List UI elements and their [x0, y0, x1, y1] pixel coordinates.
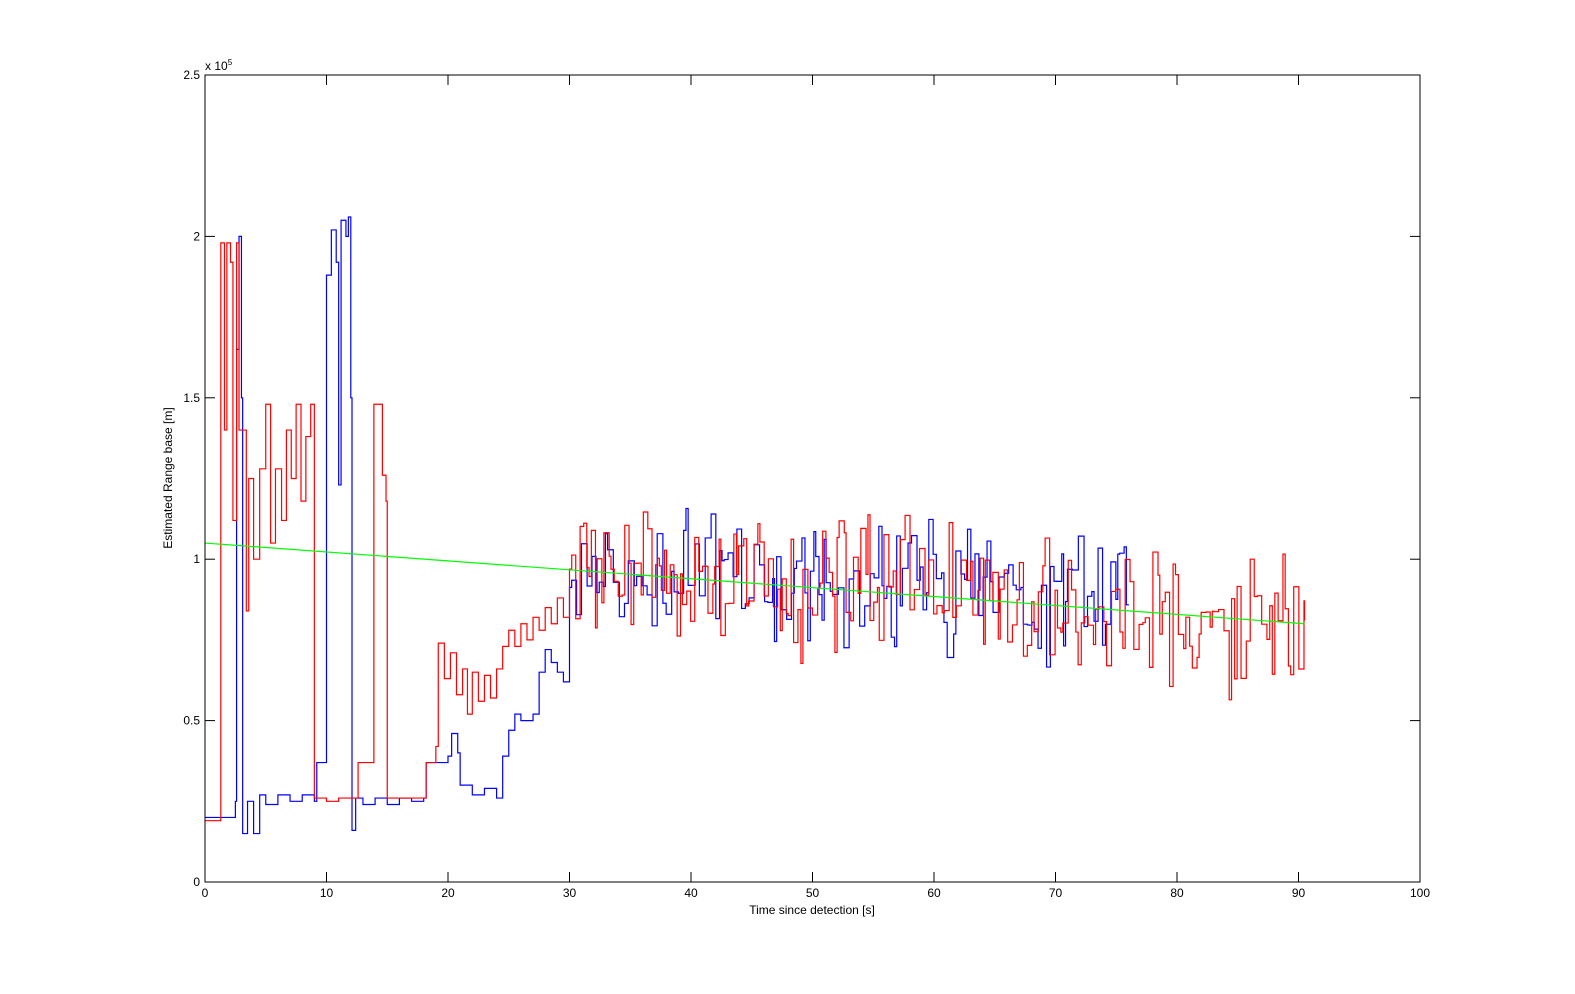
x-tick-label: 20 — [441, 886, 455, 900]
y-exponent-label: x 105 — [205, 58, 233, 73]
y-axis-ticks: 0 0.5 1 1.5 2 2.5 — [183, 68, 1420, 889]
x-tick-label: 50 — [806, 886, 820, 900]
x-tick-label: 10 — [320, 886, 334, 900]
y-tick-label: 1 — [193, 552, 200, 566]
x-tick-label: 0 — [202, 886, 209, 900]
x-tick-label: 100 — [1410, 886, 1430, 900]
y-axis-label: Estimated Range base [m] — [161, 407, 175, 548]
y-tick-label: 0.5 — [183, 714, 200, 728]
series-line-2 — [205, 242, 1306, 822]
x-tick-label: 70 — [1049, 886, 1063, 900]
y-tick-label: 1.5 — [183, 391, 200, 405]
x-axis-ticks: 0 10 20 30 40 50 60 70 80 90 100 — [202, 75, 1430, 900]
plot-background — [205, 75, 1420, 882]
y-tick-label: 0 — [193, 875, 200, 889]
y-exponent-power: 5 — [228, 58, 233, 67]
series-layer — [204, 216, 1306, 835]
y-exponent-base: x 10 — [205, 59, 228, 73]
x-axis-label: Time since detection [s] — [749, 903, 875, 917]
x-tick-label: 30 — [563, 886, 577, 900]
series-line-3 — [204, 542, 1305, 625]
y-tick-label: 2.5 — [183, 68, 200, 82]
series-line-1 — [205, 216, 1129, 835]
x-tick-label: 90 — [1292, 886, 1306, 900]
y-tick-label: 2 — [193, 229, 200, 243]
x-tick-label: 60 — [927, 886, 941, 900]
x-tick-label: 80 — [1170, 886, 1184, 900]
x-tick-label: 40 — [684, 886, 698, 900]
